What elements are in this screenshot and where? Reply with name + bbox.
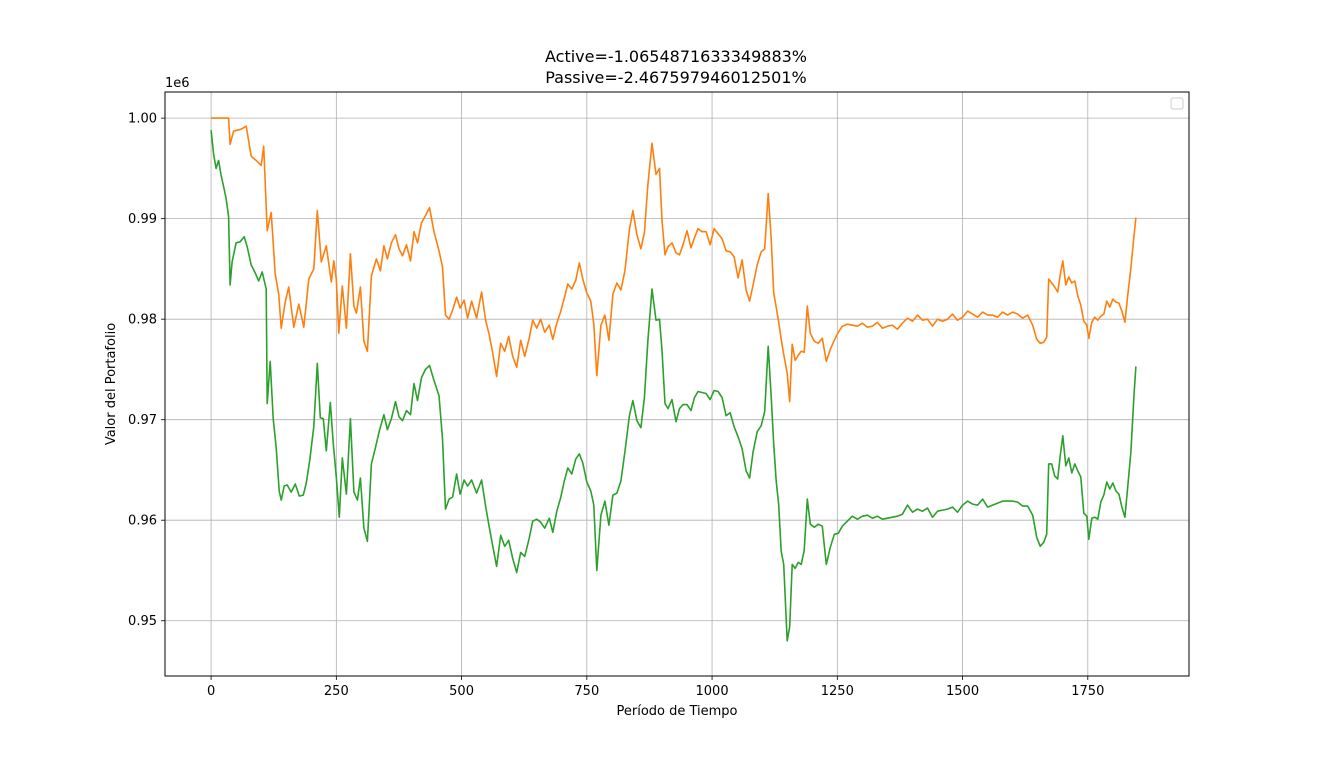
x-tick-label: 250 xyxy=(324,684,349,699)
x-tick-label: 0 xyxy=(207,684,215,699)
x-axis: 0 250 500 750 1000 1250 1500 1750 xyxy=(207,676,1104,699)
series-line-0 xyxy=(211,117,1137,403)
series-line-1 xyxy=(210,130,1137,642)
y-tick-label: 1.00 xyxy=(128,112,157,127)
y-axis-label: Valor del Portafolio xyxy=(104,323,119,445)
y-tick-label: 0.95 xyxy=(128,614,157,629)
y-tick-label: 0.99 xyxy=(128,212,157,227)
grid xyxy=(165,92,1189,676)
plot-frame xyxy=(164,91,1190,677)
x-tick-label: 750 xyxy=(574,684,599,699)
chart-title-line-2: Passive=-2.467597946012501% xyxy=(545,68,807,87)
x-tick-label: 1500 xyxy=(946,684,979,699)
x-tick-label: 1750 xyxy=(1071,684,1104,699)
legend-box xyxy=(1170,97,1184,110)
y-tick-label: 0.97 xyxy=(128,413,157,428)
x-tick-label: 1250 xyxy=(821,684,854,699)
y-offset-text: 1e6 xyxy=(165,76,190,91)
x-tick-label: 1000 xyxy=(696,684,729,699)
series-lines xyxy=(210,117,1137,642)
x-tick-label: 500 xyxy=(449,684,474,699)
y-tick-label: 0.96 xyxy=(128,514,157,529)
chart-title-line-1: Active=-1.0654871633349883% xyxy=(545,47,807,66)
y-tick-label: 0.98 xyxy=(128,313,157,328)
x-axis-label: Período de Tiempo xyxy=(616,704,737,719)
y-axis: 0.95 0.96 0.97 0.98 0.99 1.00 xyxy=(128,112,165,629)
